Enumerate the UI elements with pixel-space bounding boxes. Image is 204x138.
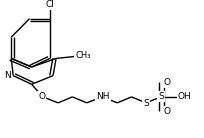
Text: S: S: [143, 99, 149, 108]
Text: O: O: [163, 107, 170, 116]
Text: Cl: Cl: [45, 0, 54, 9]
Text: CH₃: CH₃: [75, 51, 91, 60]
Text: OH: OH: [178, 92, 192, 101]
Text: O: O: [38, 92, 45, 101]
Text: S: S: [158, 92, 164, 101]
Text: NH: NH: [96, 92, 110, 101]
Text: O: O: [163, 78, 170, 87]
Text: N: N: [4, 71, 11, 80]
